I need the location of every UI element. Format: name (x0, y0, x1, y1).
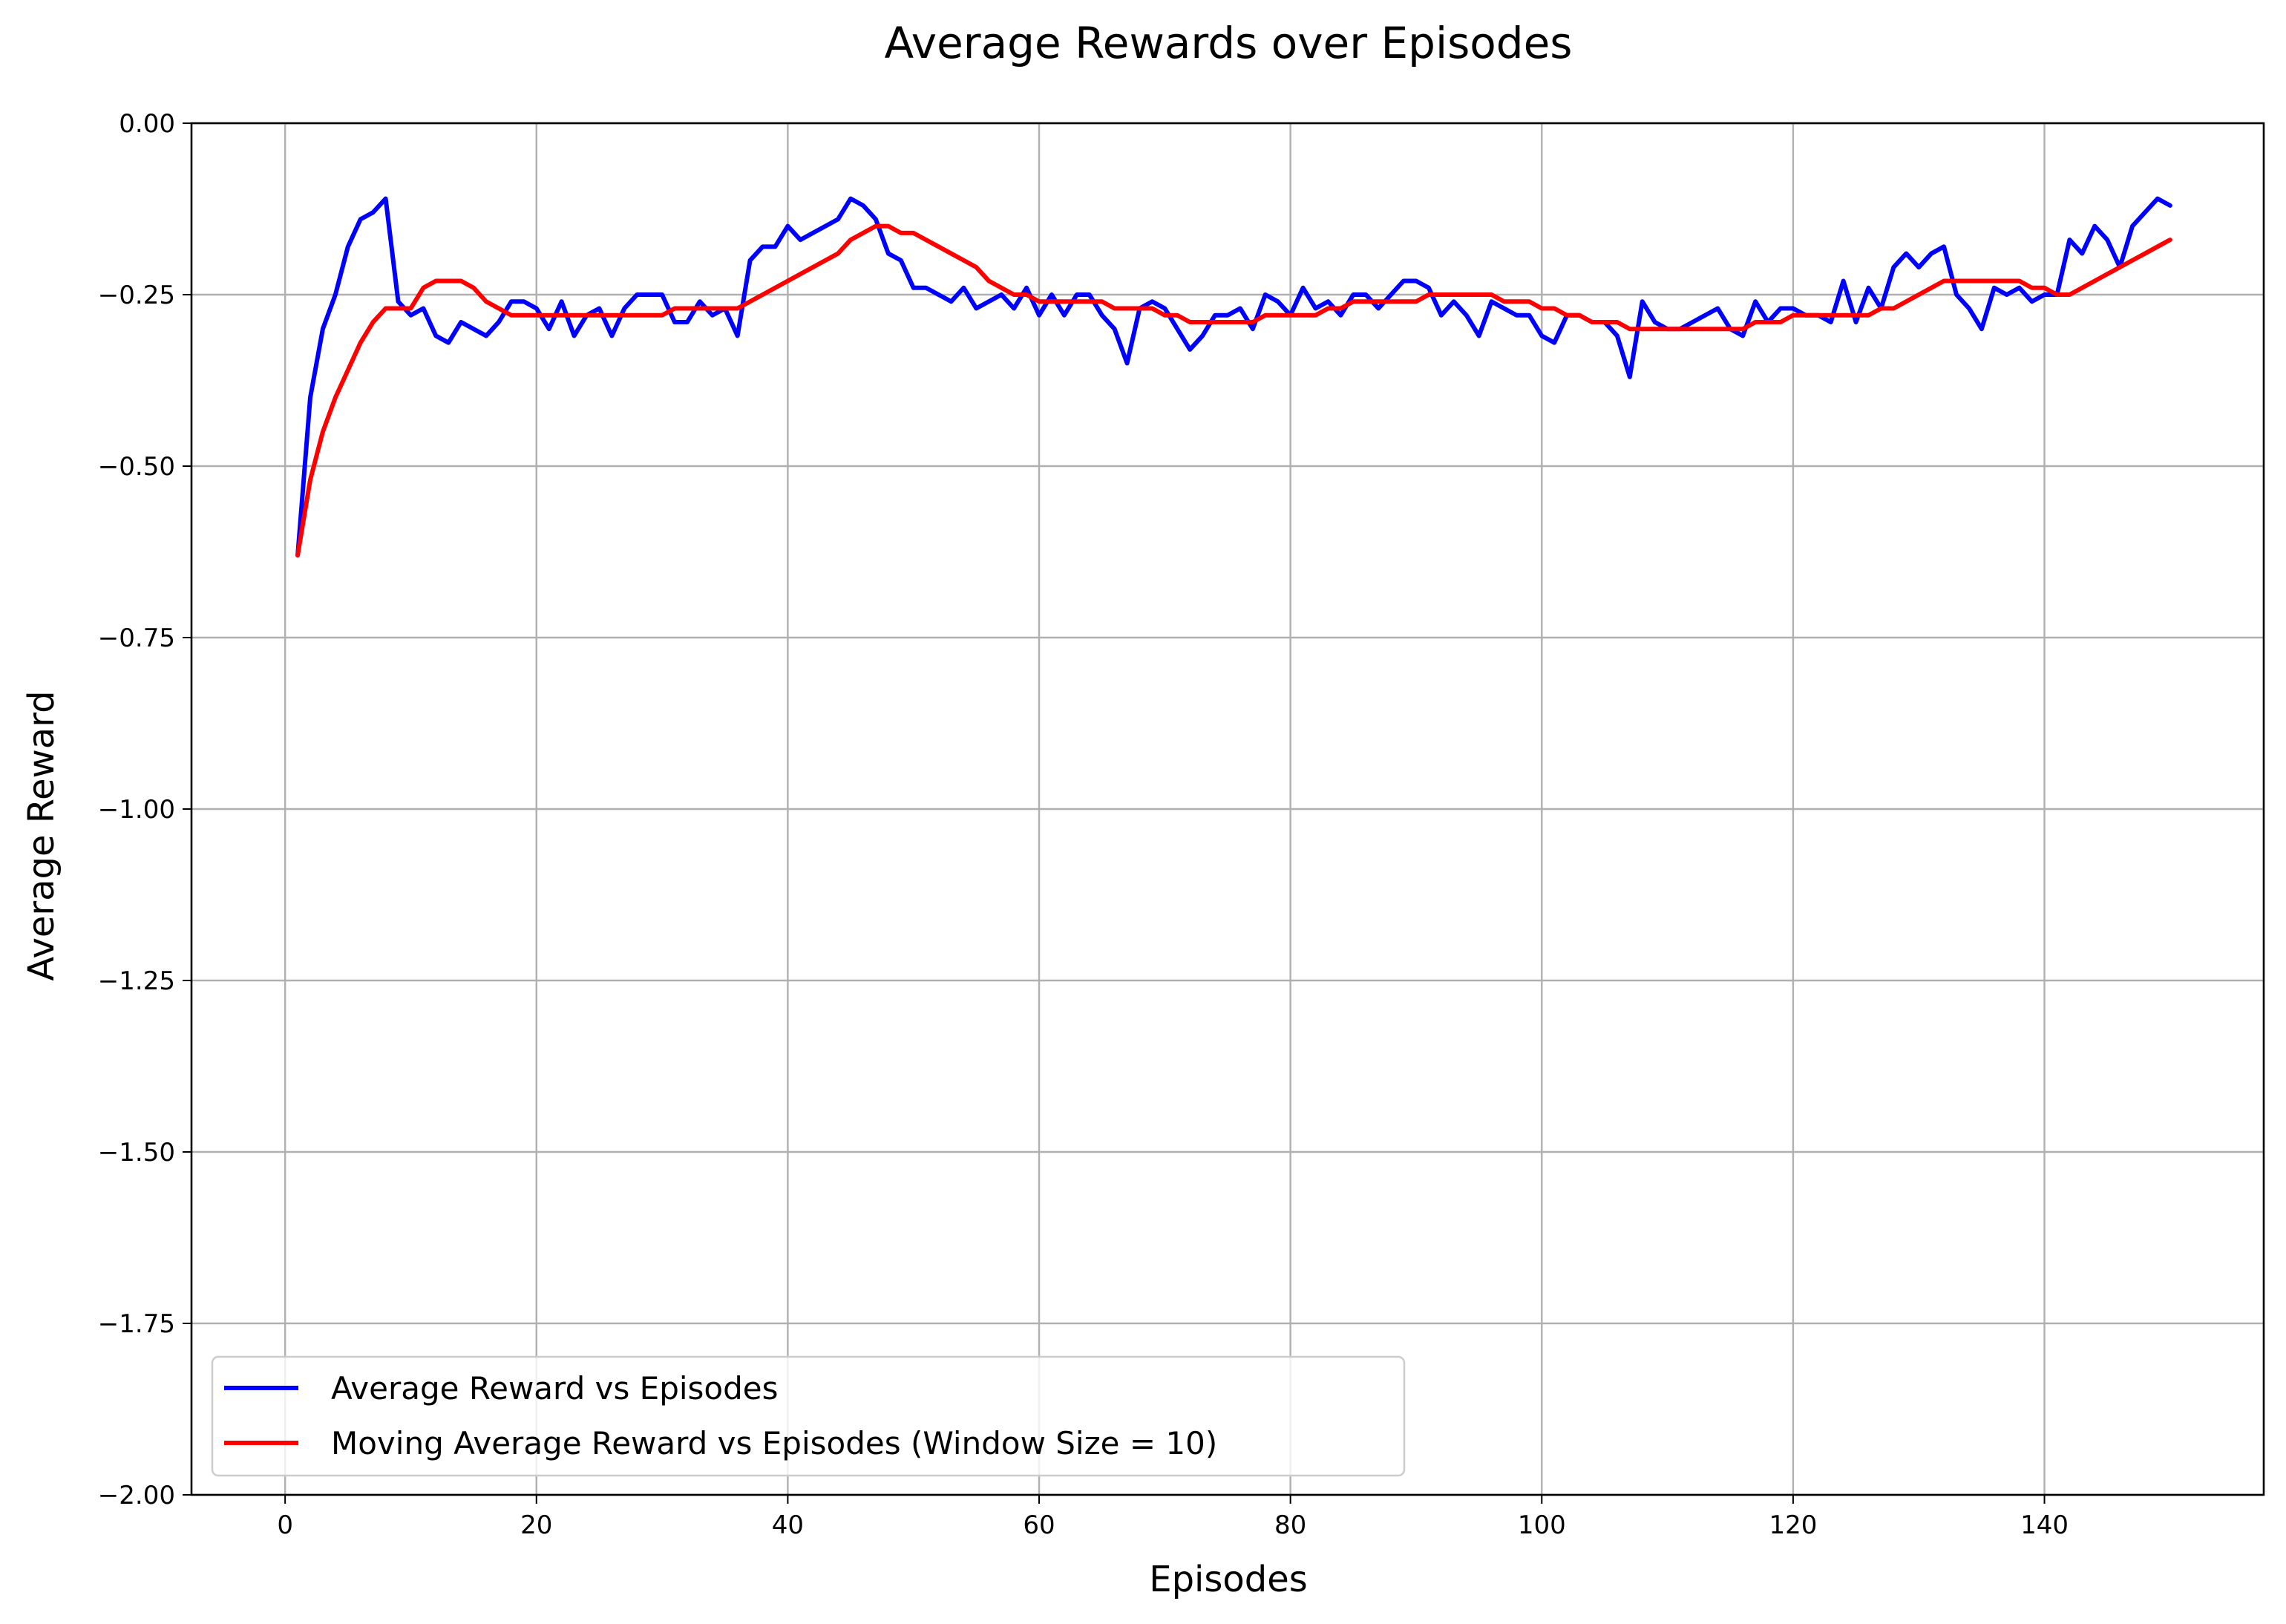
axis-ticks: 0 20 40 60 80 100 120 140 0.00 −0.25 −0.50 −0.75 −1.… (98, 109, 2069, 1540)
y-tick-label: −2.00 (98, 1481, 175, 1510)
chart-title: Average Rewards over Episodes (884, 18, 1572, 68)
y-tick-label: 0.00 (119, 109, 175, 139)
x-tick-label: 120 (1769, 1510, 1817, 1540)
x-tick-label: 80 (1274, 1510, 1306, 1540)
x-tick-label: 40 (772, 1510, 804, 1540)
x-axis-label: Episodes (1149, 1559, 1308, 1600)
y-tick-label: −0.75 (98, 623, 175, 653)
x-tick-label: 20 (520, 1510, 552, 1540)
series-line-moving-average (295, 223, 2172, 558)
y-axis-label: Average Reward (21, 690, 62, 980)
legend-label: Average Reward vs Episodes (331, 1370, 779, 1407)
legend: Average Reward vs Episodes Moving Average… (211, 1355, 1406, 1477)
x-tick-label: 140 (2020, 1510, 2069, 1540)
y-tick-label: −1.75 (98, 1309, 175, 1339)
x-tick-label: 0 (277, 1510, 293, 1540)
legend-box (211, 1355, 1406, 1477)
plot-series (295, 196, 2172, 558)
x-tick-label: 100 (1518, 1510, 1566, 1540)
y-tick-label: −1.50 (98, 1138, 175, 1168)
x-tick-label: 60 (1023, 1510, 1055, 1540)
y-tick-label: −1.25 (98, 966, 175, 996)
legend-label: Moving Average Reward vs Episodes (Windo… (331, 1425, 1217, 1461)
y-tick-label: −1.00 (98, 795, 175, 825)
y-tick-label: −0.25 (98, 281, 175, 310)
y-tick-label: −0.50 (98, 452, 175, 482)
